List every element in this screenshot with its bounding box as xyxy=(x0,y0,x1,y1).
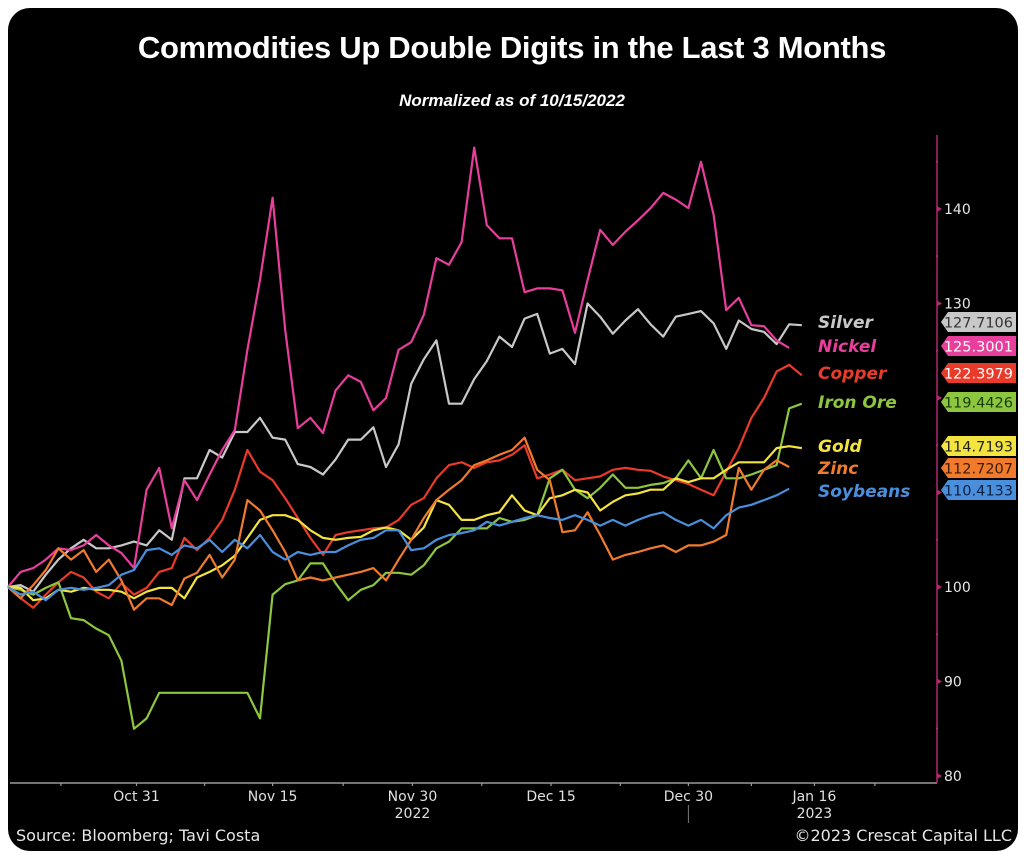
last-value-badge-zinc xyxy=(941,458,1016,478)
last-value-text-silver: 127.7106 xyxy=(944,316,1013,332)
y-tick-label: 130 xyxy=(944,297,971,313)
last-value-text-soybeans: 110.4133 xyxy=(944,484,1013,500)
last-value-badge-nickel xyxy=(941,336,1016,356)
y-tick xyxy=(937,300,942,307)
x-tick-label: Dec 30 xyxy=(664,789,713,805)
chart-card xyxy=(8,8,1018,851)
y-minor-tick xyxy=(935,538,939,541)
y-minor-tick xyxy=(935,160,939,163)
last-value-badge-silver xyxy=(941,312,1016,332)
x-year-label: 2022 xyxy=(395,806,431,822)
y-tick-label: 80 xyxy=(944,769,962,785)
y-tick xyxy=(937,773,942,779)
y-minor-tick xyxy=(935,349,939,352)
legend-label-gold: Gold xyxy=(818,437,862,457)
y-tick xyxy=(937,206,942,212)
last-value-text-iron-ore: 119.4426 xyxy=(944,396,1013,412)
legend-label-nickel: Nickel xyxy=(818,337,877,357)
last-value-labels: 127.7106 125.3001 122.3979 119.4426 114.7193… xyxy=(941,312,1016,500)
last-value-badge-soybeans xyxy=(941,480,1016,500)
y-minor-tick xyxy=(935,255,939,258)
x-axis: Oct 31 Nov 15 Nov 30 Dec 15 Dec 30 Jan 16 2022… xyxy=(10,782,937,823)
series-line-nickel xyxy=(7,146,790,588)
y-tick-label: 140 xyxy=(944,202,971,218)
y-minor-tick xyxy=(935,727,939,730)
last-value-badge-copper xyxy=(941,363,1016,383)
chart-title: Commodities Up Double Digits in the Last… xyxy=(137,30,887,65)
last-value-text-nickel: 125.3001 xyxy=(944,340,1013,356)
legend-label-iron-ore: Iron Ore xyxy=(818,393,897,413)
y-axis: 80 90 100 130 140 xyxy=(935,135,971,785)
y-minor-tick xyxy=(935,444,939,447)
x-year-label: 2023 xyxy=(797,806,833,822)
y-tick-label: 90 xyxy=(944,675,962,691)
last-value-text-copper: 122.3979 xyxy=(944,367,1013,383)
x-tick-label: Dec 15 xyxy=(526,789,575,805)
copyright-note: ©2023 Crescat Capital LLC xyxy=(794,826,1012,845)
x-tick-label: Nov 30 xyxy=(388,789,438,805)
x-tick-label: Oct 31 xyxy=(113,789,159,805)
series-line-soybeans xyxy=(7,487,790,602)
last-value-badge-iron-ore xyxy=(941,392,1016,412)
last-value-badge-gold xyxy=(941,436,1016,456)
y-tick xyxy=(937,678,942,685)
series-line-silver xyxy=(7,302,802,593)
x-tick-label: Jan 16 xyxy=(791,789,836,805)
source-note: Source: Bloomberg; Tavi Costa xyxy=(16,826,261,845)
y-tick xyxy=(937,395,942,401)
y-tick-label: 100 xyxy=(944,580,971,596)
series-line-iron-ore xyxy=(7,402,803,730)
last-value-text-gold: 114.7193 xyxy=(944,440,1013,456)
series-line-gold xyxy=(7,445,802,602)
y-tick xyxy=(937,489,942,496)
chart-subtitle: Normalized as of 10/15/2022 xyxy=(399,91,625,110)
series-line-zinc xyxy=(7,436,790,611)
series-lines xyxy=(7,146,803,730)
legend-label-soybeans: Soybeans xyxy=(818,482,910,502)
y-minor-tick xyxy=(935,633,939,636)
legend-label-copper: Copper xyxy=(818,364,888,384)
y-tick xyxy=(937,584,942,590)
x-tick-label: Nov 15 xyxy=(248,789,298,805)
series-line-copper xyxy=(7,363,803,609)
legend-label-silver: Silver xyxy=(818,313,875,333)
last-value-text-zinc: 112.7207 xyxy=(944,462,1013,478)
legend-label-zinc: Zinc xyxy=(817,459,858,479)
